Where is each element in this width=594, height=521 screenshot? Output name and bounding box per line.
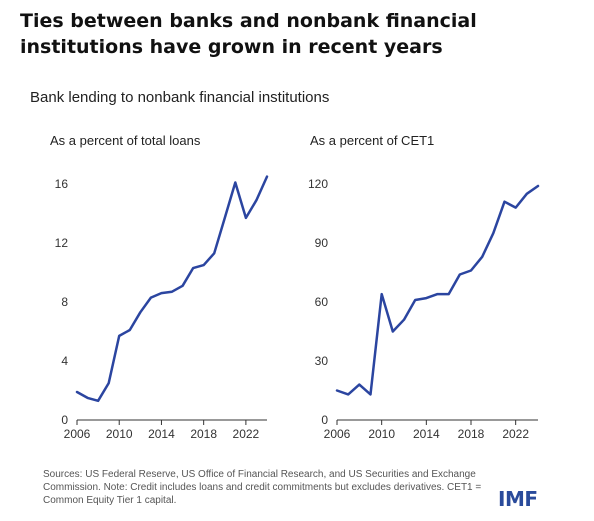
loans-y-tick-label: 12 — [55, 236, 69, 250]
source-note: Sources: US Federal Reserve, US Office o… — [43, 469, 482, 506]
loans-x-tick-label: 2010 — [106, 427, 133, 441]
loans-x-tick-label: 2006 — [64, 427, 91, 441]
cet1-x-tick-label: 2006 — [324, 427, 351, 441]
chart-title: Ties between banks and nonbank financial… — [20, 10, 477, 58]
cet1-y-tick-label: 0 — [321, 413, 328, 427]
loans-y-tick-label: 4 — [61, 354, 68, 368]
cet1-y-tick-label: 30 — [315, 354, 329, 368]
loans-x-tick-label: 2014 — [148, 427, 175, 441]
cet1-x-tick-label: 2010 — [368, 427, 395, 441]
chart-subtitle: Bank lending to nonbank financial instit… — [30, 89, 330, 106]
cet1-series-line — [335, 184, 540, 396]
loans-y-tick-label: 16 — [55, 177, 69, 191]
loans-y-tick-label: 0 — [61, 413, 68, 427]
imf-logo: IMF — [498, 487, 538, 511]
cet1-x-tick-label: 2022 — [502, 427, 529, 441]
left-panel-title: As a percent of total loans — [50, 133, 201, 148]
loans-y-tick-label: 8 — [61, 295, 68, 309]
cet1-x-tick-label: 2018 — [458, 427, 485, 441]
cet1-y-tick-label: 90 — [315, 236, 329, 250]
cet1-x-tick-label: 2014 — [413, 427, 440, 441]
cet1-y-tick-label: 60 — [315, 295, 329, 309]
cet1-y-tick-label: 120 — [308, 177, 328, 191]
loans-series-line — [75, 175, 269, 403]
loans-x-tick-label: 2022 — [233, 427, 260, 441]
loans-x-tick-label: 2018 — [190, 427, 217, 441]
right-panel-title: As a percent of CET1 — [310, 133, 435, 148]
